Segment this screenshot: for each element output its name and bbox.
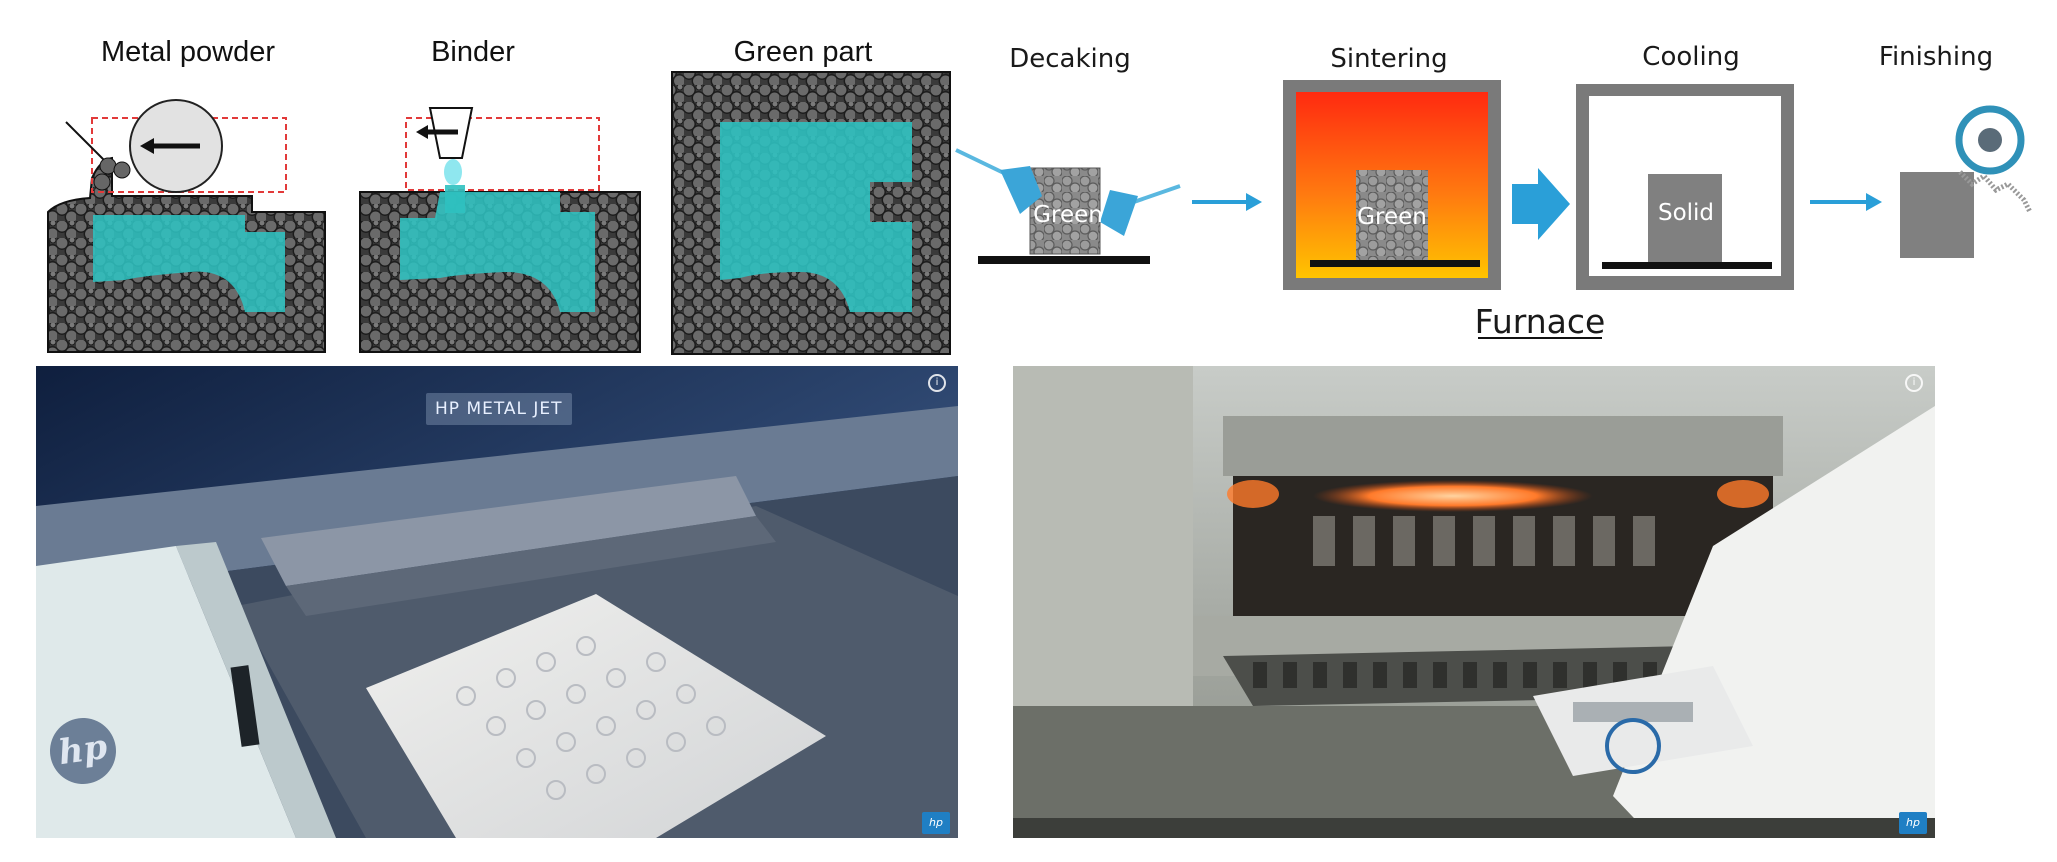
grinder-wheel-icon [1955, 105, 2033, 214]
info-icon[interactable]: i [1905, 374, 1923, 392]
decaking-part-label: Green [1033, 202, 1103, 228]
stage-label-finishing: Finishing [1878, 42, 1994, 72]
metal-powder-panel [47, 99, 326, 353]
stage-label-green-part: Green part [733, 36, 873, 68]
furnace-label: Furnace [1474, 302, 1606, 341]
hp-corner-badge[interactable]: hp [1899, 812, 1927, 834]
cooling-furnace [1576, 84, 1794, 290]
stage-label-metal-powder: Metal powder [100, 36, 276, 68]
arrow-icon [1192, 193, 1262, 211]
hp-metal-jet-banner: HP METAL JET [426, 393, 572, 425]
process-diagram [47, 71, 2033, 355]
finishing-panel [1900, 105, 2033, 258]
info-icon[interactable]: i [928, 374, 946, 392]
arrow-icon [1810, 193, 1882, 211]
brush-icon [955, 148, 1042, 214]
binder-panel [359, 107, 641, 353]
green-part-panel [671, 71, 951, 355]
sintering-part-label: Green [1357, 204, 1427, 230]
photo-sintering-robot: i hp [1013, 366, 1935, 838]
hp-corner-badge[interactable]: hp [922, 812, 950, 834]
stage-label-decaking: Decaking [1009, 44, 1131, 74]
cooling-part-label: Solid [1657, 200, 1715, 226]
stage-label-sintering: Sintering [1330, 44, 1448, 74]
stage-label-cooling: Cooling [1642, 42, 1740, 72]
decaking-panel [955, 148, 1181, 264]
big-arrow-icon [1512, 168, 1570, 240]
brush-icon [1100, 184, 1181, 236]
stage-label-binder: Binder [431, 36, 515, 68]
photo-metal-jet-printer: hp HP METAL JET i hp [36, 366, 958, 838]
sintering-furnace [1283, 80, 1501, 290]
